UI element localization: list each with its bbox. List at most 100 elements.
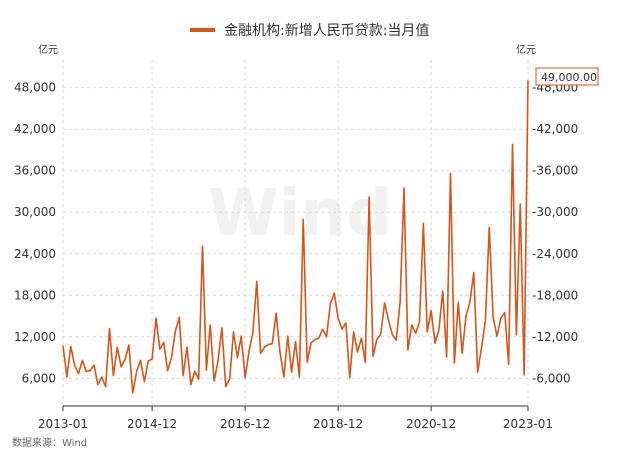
x-tick-label: 2020-12 — [406, 417, 456, 431]
data-point — [85, 370, 87, 372]
data-point — [182, 374, 184, 377]
data-point — [469, 301, 471, 303]
data-point — [213, 380, 215, 382]
data-point — [81, 359, 83, 361]
data-point — [519, 203, 521, 205]
data-point — [139, 359, 142, 361]
data-point — [244, 377, 246, 379]
data-point — [368, 196, 370, 198]
data-point — [294, 341, 297, 343]
data-point — [170, 356, 173, 359]
data-point — [353, 331, 355, 333]
data-point — [473, 271, 475, 274]
y-tick-label-right: -12,000 — [532, 330, 578, 344]
data-point — [411, 324, 413, 326]
data-point — [426, 331, 428, 333]
data-point — [116, 346, 118, 348]
data-point — [364, 361, 366, 363]
x-tick-label: 2013-01 — [38, 417, 88, 431]
y-tick-label-right: -30,000 — [532, 205, 578, 219]
data-point — [333, 292, 335, 294]
data-point — [457, 301, 459, 303]
data-point — [500, 317, 502, 319]
data-point — [70, 345, 72, 348]
data-point — [74, 364, 76, 366]
y-tick-label-right: -18,000 — [532, 288, 578, 302]
data-point — [438, 329, 440, 331]
data-point — [360, 337, 362, 339]
y-tick-label-left: 42,000 — [14, 122, 56, 136]
data-point — [384, 302, 386, 304]
data-point — [391, 334, 393, 336]
data-point — [198, 378, 200, 380]
data-point — [260, 352, 262, 355]
x-tick-label: 2023-01 — [503, 417, 553, 431]
data-point — [504, 311, 506, 314]
y-axis-left: 6,000 12,000 18,000 24,000 30,000 36,000 42,00… — [14, 81, 56, 386]
data-point — [77, 372, 80, 375]
data-point — [480, 347, 483, 349]
data-point — [108, 327, 111, 330]
data-point — [415, 332, 417, 334]
data-point — [527, 80, 529, 82]
data-point — [279, 351, 281, 353]
data-point — [488, 226, 490, 229]
data-point — [205, 369, 207, 371]
data-point — [322, 328, 324, 330]
data-point — [407, 349, 409, 351]
y-tick-label-left: 30,000 — [14, 205, 56, 219]
data-point — [225, 386, 227, 388]
data-point — [132, 392, 134, 394]
y-axis-right: -6,000 -12,000 -18,000 -24,000 -30,000 -36,00… — [532, 81, 578, 386]
x-tick-label: 2018-12 — [313, 417, 363, 431]
data-point — [89, 370, 91, 372]
y-unit-left: 亿元 — [38, 43, 58, 56]
legend-label: 金融机构:新增人民币贷款:当月值 — [224, 23, 429, 39]
data-point — [465, 315, 467, 317]
y-tick-label-right: -42,000 — [532, 122, 578, 136]
data-point — [310, 342, 312, 344]
data-point — [97, 383, 99, 386]
data-point — [240, 335, 242, 337]
data-point — [248, 350, 250, 352]
data-point — [62, 345, 64, 347]
data-point — [376, 338, 378, 341]
y-tick-label-left: 36,000 — [14, 164, 56, 178]
data-point — [101, 376, 103, 378]
data-point — [341, 328, 343, 330]
y-tick-label-left: 12,000 — [14, 330, 56, 344]
data-point — [399, 300, 401, 303]
data-point — [446, 356, 448, 358]
data-point — [236, 356, 238, 359]
data-point — [155, 317, 157, 319]
last-value-callout: 49,000.00 — [535, 67, 599, 86]
data-point — [136, 370, 138, 372]
x-tick-label: 2014-12 — [127, 417, 177, 431]
data-point — [112, 374, 114, 377]
data-point — [291, 371, 293, 373]
data-point — [159, 348, 161, 350]
data-point — [380, 333, 382, 335]
last-value-box — [535, 67, 599, 86]
data-point — [120, 365, 122, 368]
data-point — [186, 346, 188, 348]
data-point — [523, 374, 525, 376]
data-point — [232, 331, 235, 333]
data-point — [190, 383, 192, 386]
data-point — [329, 302, 331, 305]
data-point — [174, 330, 176, 332]
data-point — [453, 362, 455, 364]
data-point — [128, 344, 130, 346]
data-point — [178, 316, 180, 319]
data-point — [492, 316, 494, 319]
data-point — [306, 361, 308, 363]
data-point — [221, 327, 223, 329]
data-point — [442, 290, 444, 292]
data-point — [434, 342, 436, 344]
data-point — [403, 187, 405, 189]
data-point — [229, 378, 231, 380]
data-point — [349, 377, 351, 379]
data-point — [209, 324, 211, 326]
legend: 金融机构:新增人民币贷款:当月值 — [190, 23, 429, 39]
